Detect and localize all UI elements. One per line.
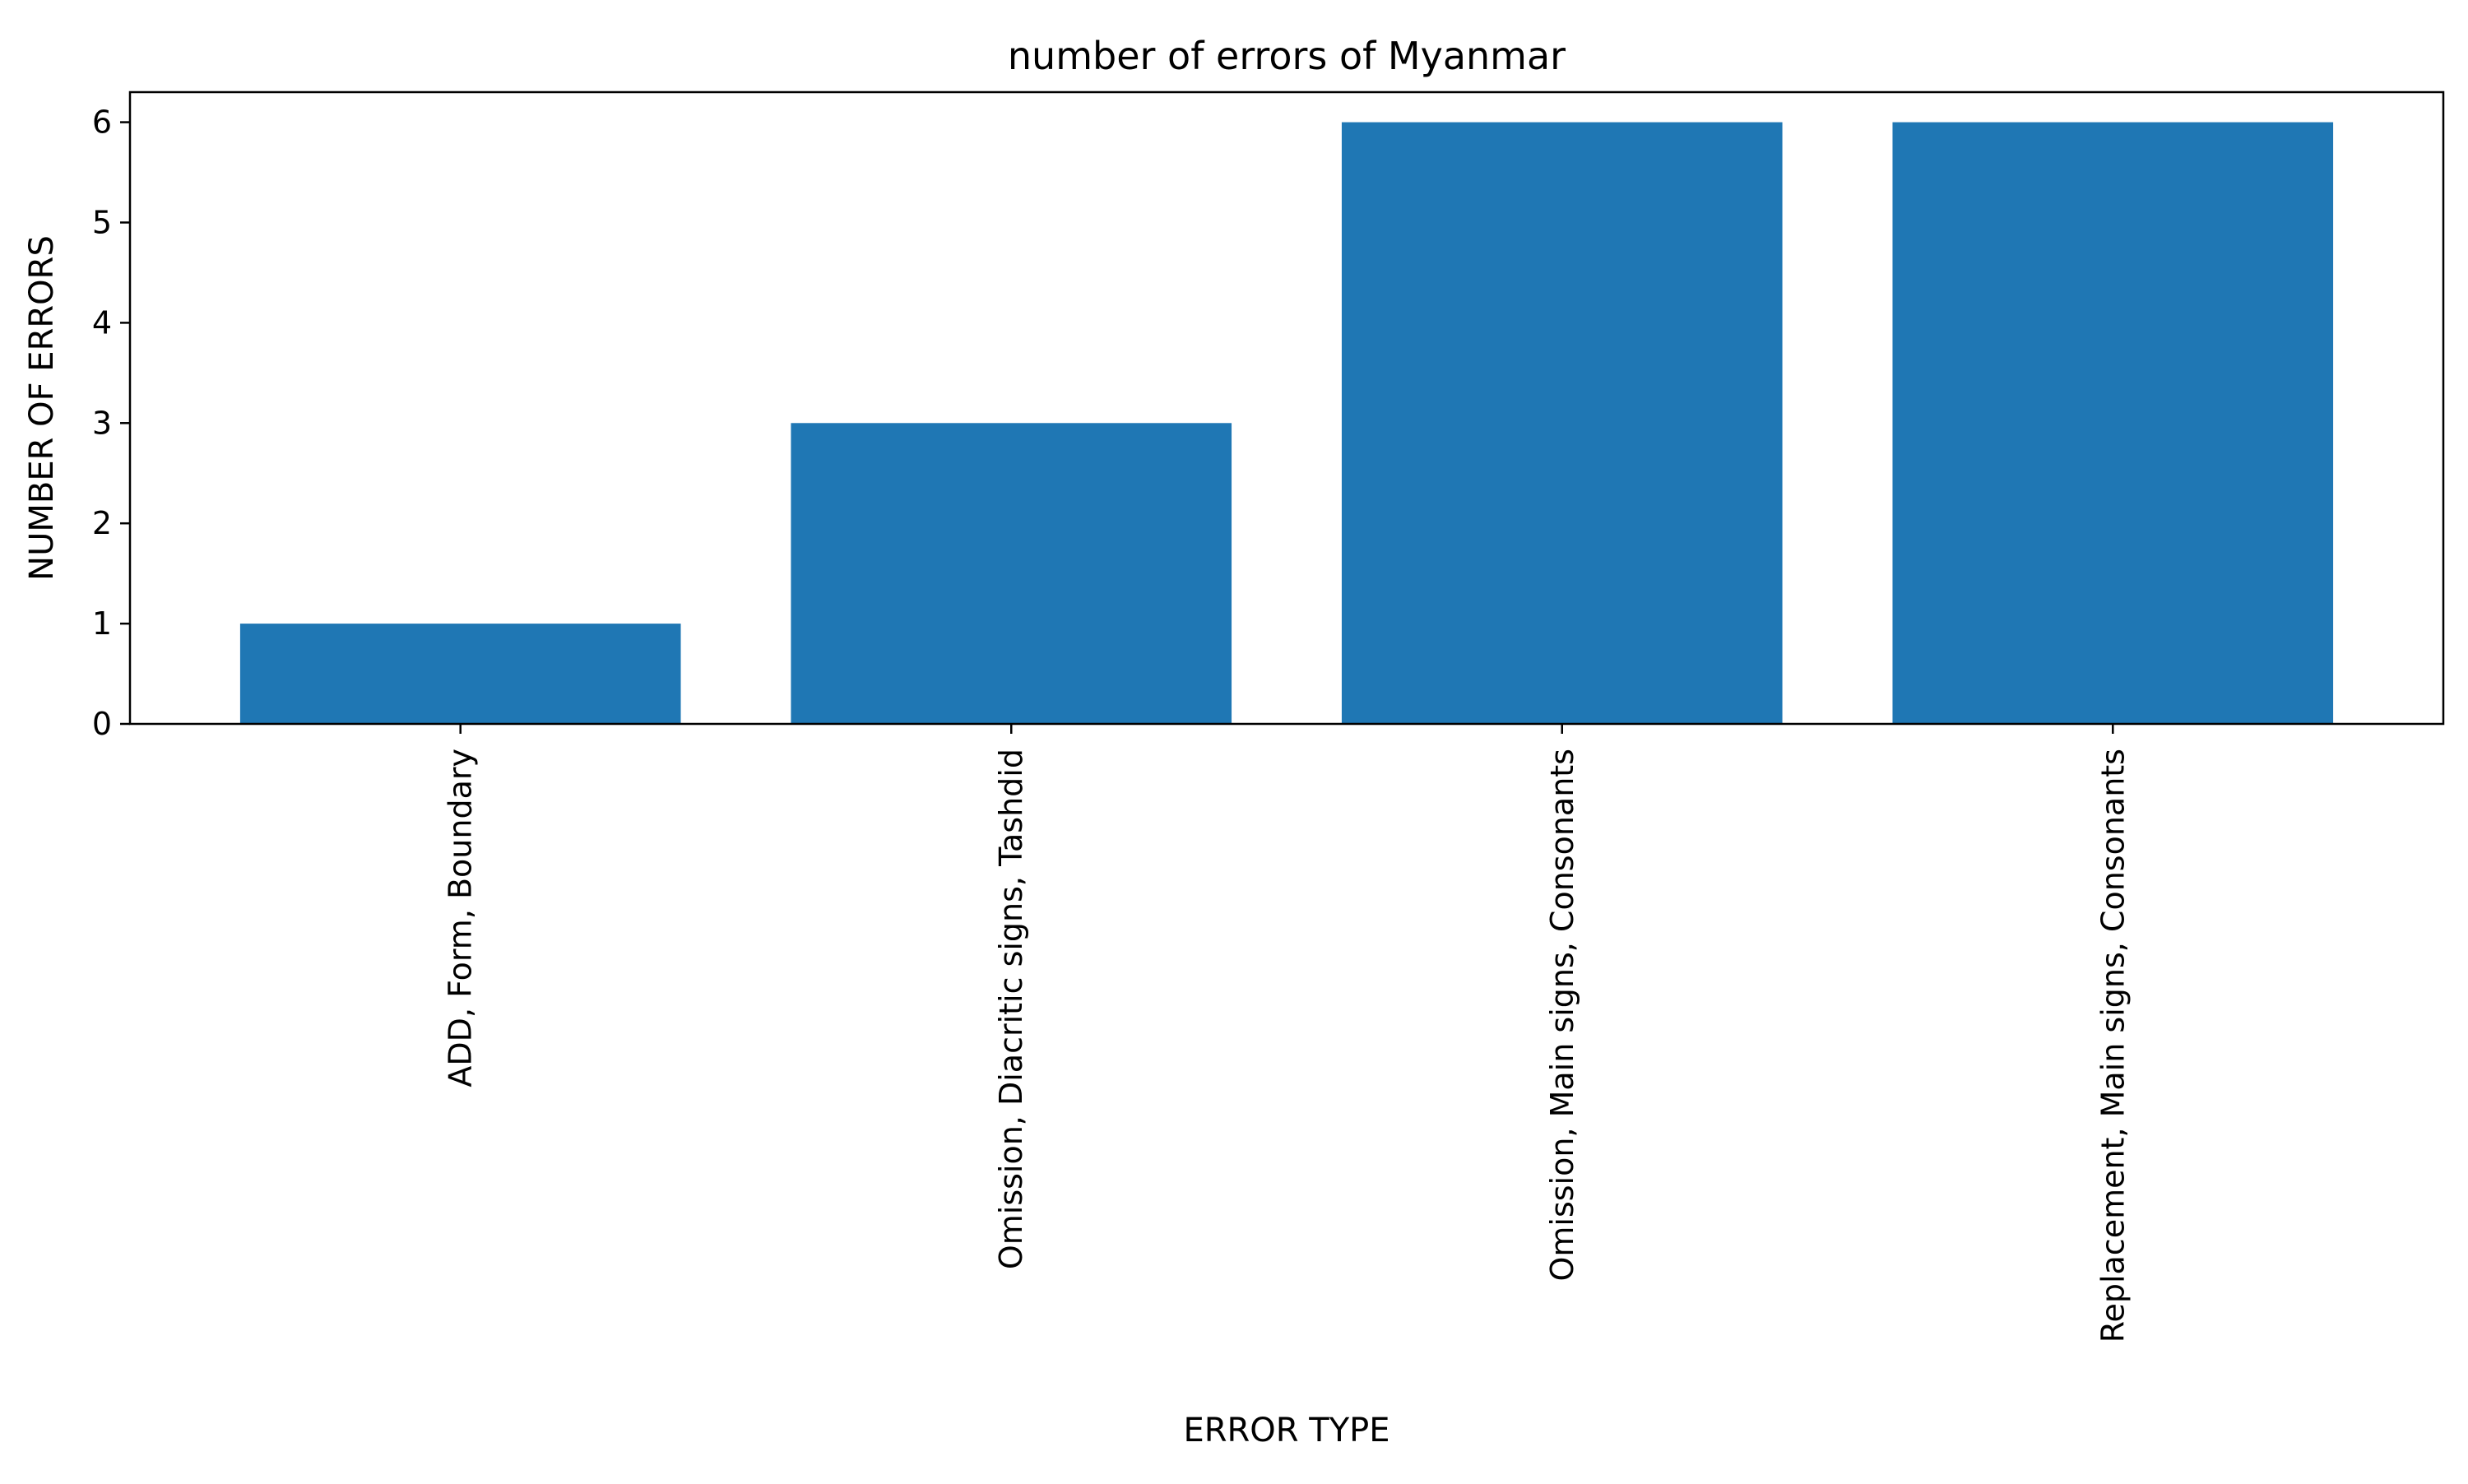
x-tick-label: ADD, Form, Boundary: [443, 749, 479, 1087]
x-axis: ADD, Form, Boundary Omission, Diacritic s…: [443, 724, 2131, 1343]
bar: [239, 624, 681, 724]
y-tick-label: 0: [92, 706, 112, 742]
y-tick-label: 6: [92, 104, 112, 141]
bar: [1892, 122, 2334, 725]
y-axis-label: NUMBER OF ERRORS: [23, 235, 61, 581]
x-tick-label: Omission, Diacritic signs, Tashdid: [993, 749, 1029, 1269]
y-tick-label: 1: [92, 605, 112, 642]
x-axis-label: ERROR TYPE: [1183, 1412, 1389, 1449]
y-axis: 0 1 2 3 4 5 6: [92, 104, 130, 742]
x-tick-label: Replacement, Main signs, Consonants: [2095, 749, 2131, 1343]
plot-area: [128, 90, 2445, 726]
y-tick-label: 5: [92, 204, 112, 240]
x-tick-label: Omission, Main signs, Consonants: [1544, 749, 1580, 1282]
chart-title: number of errors of Myanmar: [1008, 34, 1566, 78]
y-tick-label: 2: [92, 505, 112, 541]
bar: [1341, 122, 1783, 725]
axes-frame: [128, 90, 2445, 726]
y-tick-label: 3: [92, 405, 112, 441]
bar: [791, 423, 1232, 724]
y-tick-label: 4: [92, 304, 112, 341]
